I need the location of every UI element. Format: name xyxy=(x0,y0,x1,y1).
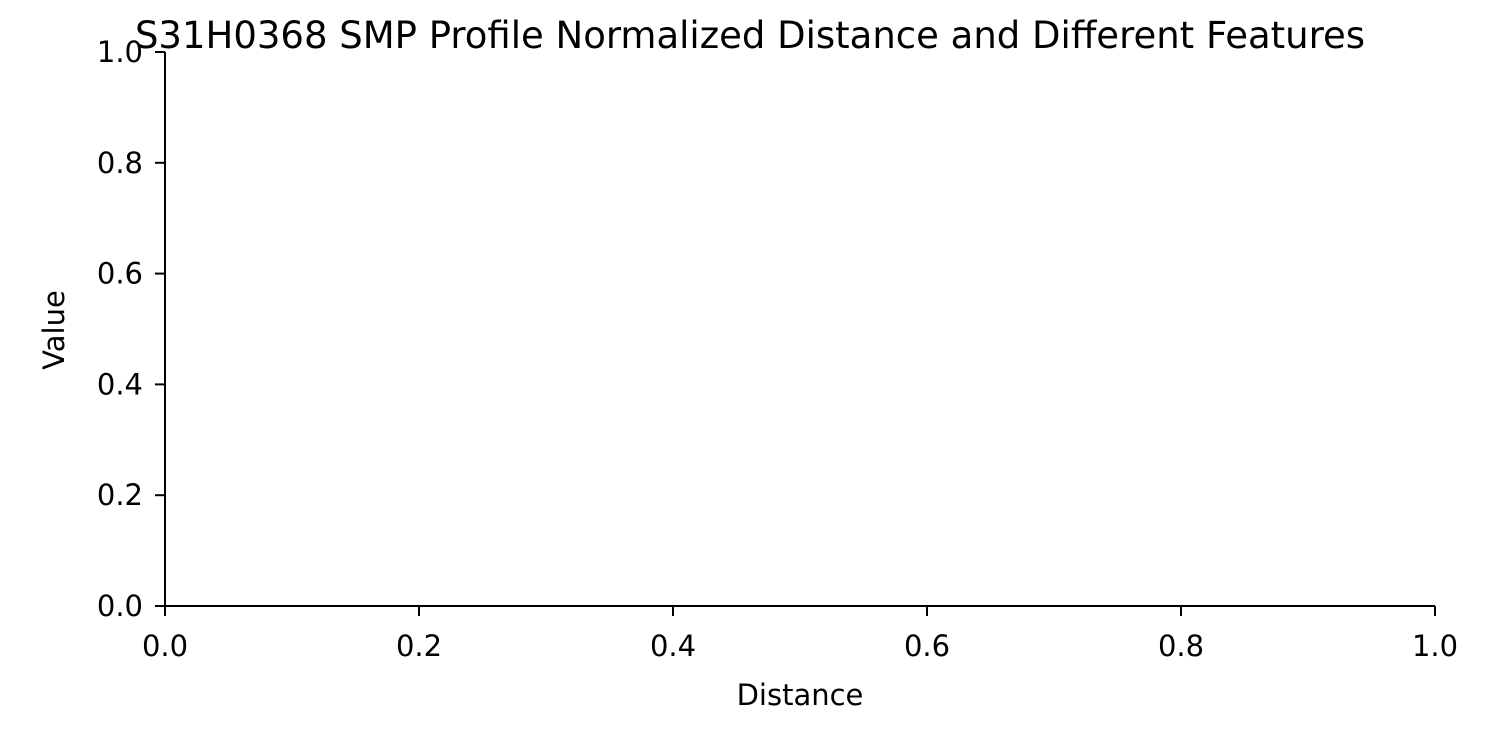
y-axis-ticks: 0.0 0.2 0.4 0.6 0.8 1.0 xyxy=(97,35,165,623)
x-tick-label: 0.6 xyxy=(904,629,950,663)
y-tick-label: 0.2 xyxy=(97,478,143,512)
chart-title: S31H0368 SMP Profile Normalized Distance… xyxy=(135,14,1365,57)
y-tick-label: 0.0 xyxy=(97,589,143,623)
y-axis-label: Value xyxy=(37,290,71,370)
y-tick-label: 0.8 xyxy=(97,146,143,180)
y-tick-label: 0.4 xyxy=(97,367,143,401)
x-tick-label: 0.2 xyxy=(396,629,442,663)
x-tick-label: 0.0 xyxy=(142,629,188,663)
y-tick-label: 1.0 xyxy=(97,35,143,69)
x-axis-label: Distance xyxy=(737,678,864,712)
y-tick-label: 0.6 xyxy=(97,257,143,291)
x-tick-label: 0.8 xyxy=(1158,629,1204,663)
x-axis-ticks: 0.0 0.2 0.4 0.6 0.8 1.0 xyxy=(142,606,1458,663)
x-tick-label: 1.0 xyxy=(1412,629,1458,663)
x-tick-label: 0.4 xyxy=(650,629,696,663)
